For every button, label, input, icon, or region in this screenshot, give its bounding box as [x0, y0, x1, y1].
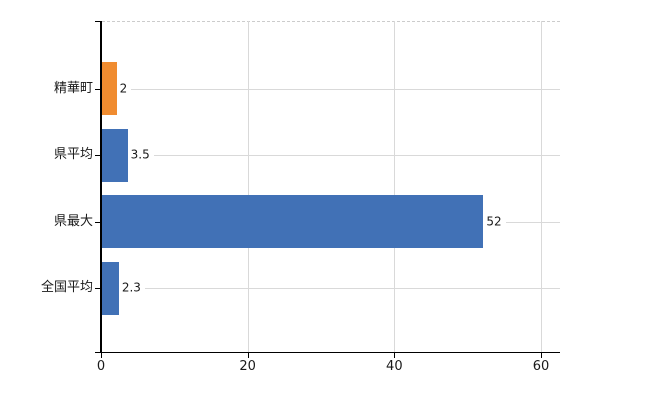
x-axis-tick-60 [541, 353, 542, 358]
category-leader-line [102, 155, 560, 156]
value-label-3: 52 [483, 214, 506, 229]
vertical-gridline-60 [541, 21, 542, 352]
value-label-4: 2.3 [118, 280, 145, 296]
vertical-gridline-40 [394, 21, 396, 352]
category-leader-line [102, 88, 560, 90]
x-axis-tick-label-0: 0 [96, 359, 106, 374]
x-axis-tick-40 [394, 353, 396, 358]
x-axis-line [95, 352, 560, 353]
x-axis-tick-label-60: 60 [532, 359, 550, 374]
plot-top-border [102, 21, 560, 22]
plot-area: 2 3.5 52 2.3 [102, 21, 560, 352]
bar-row-2: 3.5 [102, 128, 560, 182]
category-label-2: 県平均 [53, 147, 93, 162]
vertical-gridline-20 [247, 21, 249, 352]
category-tick-3 [95, 221, 101, 223]
bar-row-4: 2.3 [102, 261, 560, 315]
category-label-4: 全国平均 [40, 280, 93, 295]
category-leader-line [102, 288, 560, 289]
category-tick-2 [95, 155, 101, 156]
x-axis-tick-label-20: 20 [239, 359, 256, 374]
bar-2 [102, 128, 128, 182]
bar-row-1: 2 [102, 62, 560, 115]
category-tick-1 [95, 88, 101, 90]
x-axis-tick-label-40: 40 [386, 359, 403, 374]
bar-3 [102, 195, 484, 248]
value-label-2: 3.5 [127, 147, 154, 163]
category-tick-4 [95, 288, 101, 289]
x-axis-tick-0 [101, 353, 102, 358]
value-label-1: 2 [116, 81, 132, 96]
x-axis-tick-20 [247, 353, 249, 358]
y-axis-line [100, 21, 102, 352]
category-label-1: 精華町 [53, 80, 93, 96]
bar-row-3: 52 [102, 195, 560, 248]
bar-4 [102, 261, 119, 315]
category-label-3: 県最大 [53, 213, 93, 229]
bar-1 [102, 62, 117, 115]
y-axis-top-tick [95, 21, 101, 22]
